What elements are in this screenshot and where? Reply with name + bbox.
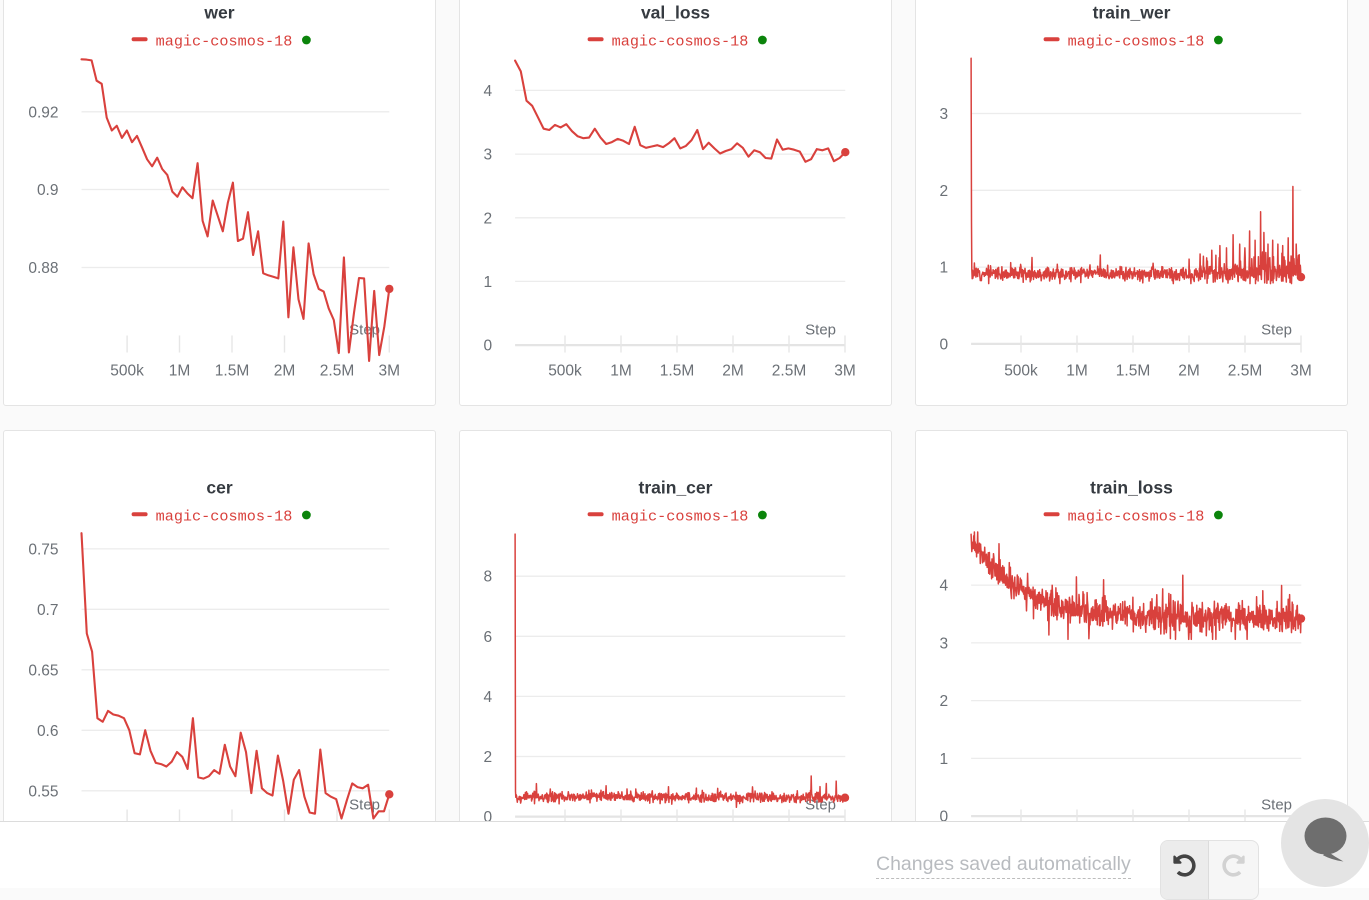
- svg-text:magic-cosmos-18: magic-cosmos-18: [612, 508, 749, 526]
- svg-text:val_loss: val_loss: [641, 3, 710, 23]
- svg-text:magic-cosmos-18: magic-cosmos-18: [156, 508, 293, 526]
- svg-text:Step: Step: [1261, 797, 1292, 814]
- svg-text:1.5M: 1.5M: [660, 363, 694, 380]
- svg-text:Step: Step: [349, 322, 380, 339]
- svg-text:Step: Step: [805, 797, 836, 814]
- svg-text:train_wer: train_wer: [1093, 3, 1171, 23]
- svg-text:2: 2: [939, 183, 948, 200]
- svg-text:1.5M: 1.5M: [1116, 363, 1150, 380]
- svg-text:3: 3: [939, 106, 948, 123]
- svg-text:2.5M: 2.5M: [772, 363, 806, 380]
- svg-text:4: 4: [483, 83, 492, 100]
- svg-text:0: 0: [939, 809, 948, 826]
- svg-text:train_cer: train_cer: [639, 478, 713, 498]
- svg-text:Step: Step: [1261, 322, 1292, 339]
- svg-text:3: 3: [483, 147, 492, 164]
- svg-text:magic-cosmos-18: magic-cosmos-18: [1068, 33, 1205, 51]
- svg-text:Step: Step: [349, 797, 380, 814]
- svg-text:Step: Step: [805, 322, 836, 339]
- svg-text:6: 6: [483, 629, 492, 646]
- svg-text:1M: 1M: [1066, 363, 1088, 380]
- svg-text:1: 1: [483, 274, 492, 291]
- svg-text:2: 2: [483, 210, 492, 227]
- svg-text:3M: 3M: [379, 363, 401, 380]
- svg-text:2.5M: 2.5M: [1228, 363, 1262, 380]
- svg-text:2M: 2M: [722, 363, 744, 380]
- svg-text:0.92: 0.92: [28, 104, 58, 121]
- svg-text:500k: 500k: [1004, 363, 1038, 380]
- svg-text:0.65: 0.65: [28, 662, 58, 679]
- svg-text:magic-cosmos-18: magic-cosmos-18: [156, 33, 293, 51]
- svg-text:4: 4: [939, 578, 948, 595]
- svg-text:0.6: 0.6: [37, 723, 59, 740]
- svg-text:2.5M: 2.5M: [320, 363, 354, 380]
- svg-text:1.5M: 1.5M: [215, 363, 249, 380]
- svg-text:cer: cer: [206, 478, 232, 498]
- svg-text:0.75: 0.75: [28, 541, 58, 558]
- svg-text:500k: 500k: [110, 363, 144, 380]
- svg-text:1: 1: [939, 260, 948, 277]
- svg-text:0.9: 0.9: [37, 182, 59, 199]
- svg-text:500k: 500k: [548, 363, 582, 380]
- svg-text:0: 0: [483, 338, 492, 355]
- svg-text:magic-cosmos-18: magic-cosmos-18: [1068, 508, 1205, 526]
- svg-text:2M: 2M: [1178, 363, 1200, 380]
- svg-text:1M: 1M: [610, 363, 632, 380]
- svg-text:4: 4: [483, 689, 492, 706]
- svg-text:2M: 2M: [274, 363, 296, 380]
- svg-text:2: 2: [939, 693, 948, 710]
- svg-text:1: 1: [939, 751, 948, 768]
- svg-text:0.55: 0.55: [28, 783, 58, 800]
- svg-text:0.88: 0.88: [28, 260, 58, 277]
- svg-text:0: 0: [483, 809, 492, 826]
- svg-text:train_loss: train_loss: [1090, 478, 1173, 498]
- svg-text:3M: 3M: [1290, 363, 1312, 380]
- svg-text:wer: wer: [203, 3, 234, 23]
- svg-text:0: 0: [939, 336, 948, 353]
- svg-text:3: 3: [939, 635, 948, 652]
- svg-text:3M: 3M: [834, 363, 856, 380]
- svg-text:0.7: 0.7: [37, 602, 59, 619]
- svg-text:1M: 1M: [169, 363, 191, 380]
- svg-text:8: 8: [483, 569, 492, 586]
- svg-text:magic-cosmos-18: magic-cosmos-18: [612, 33, 749, 51]
- svg-text:2: 2: [483, 749, 492, 766]
